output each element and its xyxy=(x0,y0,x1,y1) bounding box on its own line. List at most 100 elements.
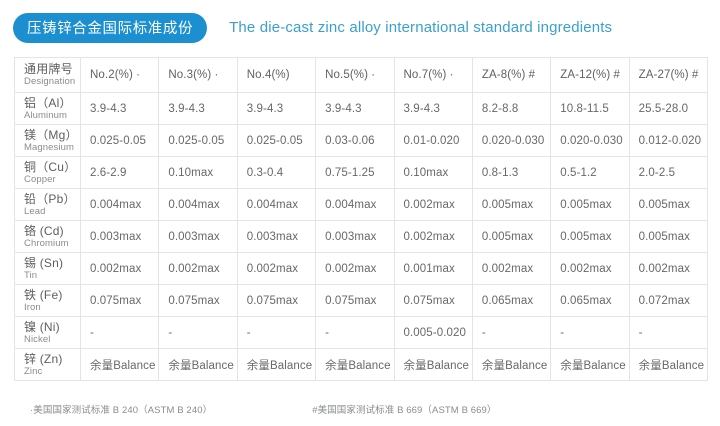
header-designation-cell: 通用牌号 Designation xyxy=(14,57,81,93)
composition-value-cell: 0.075max xyxy=(79,284,160,317)
element-name-en: Zinc xyxy=(24,365,43,377)
composition-value-cell: 3.9-4.3 xyxy=(79,92,160,125)
footnote-astm-b240: ·美国国家测试标准 B 240（ASTM B 240） xyxy=(30,405,213,416)
column-header: No.2(%) · xyxy=(79,57,160,93)
composition-value-cell: 0.075max xyxy=(315,284,395,317)
footnote-astm-b669: #美国国家测试标准 B 669（ASTM B 669） xyxy=(312,405,497,416)
composition-value-cell: 2.0-2.5 xyxy=(628,156,709,189)
table-row: 锌 (Zn) Zinc 余量Balance 余量Balance 余量Balance 余量B… xyxy=(14,348,709,381)
composition-value-cell: 10.8-11.5 xyxy=(550,92,630,125)
table-row: 锡 (Sn) Tin 0.002max 0.002max 0.002max 0.002ma… xyxy=(14,252,709,285)
composition-value-cell: - xyxy=(158,316,238,349)
composition-value-cell: 0.002max xyxy=(550,252,630,285)
composition-value-cell: 0.002max xyxy=(315,252,395,285)
composition-value-cell: - xyxy=(471,316,552,349)
composition-value-cell: 0.001max xyxy=(393,252,473,285)
element-name-cn: 铜（Cu） xyxy=(24,159,77,174)
composition-value-cell: 0.020-0.030 xyxy=(471,124,552,157)
composition-value-cell: 0.065max xyxy=(471,284,552,317)
element-name-cn: 镍 (Ni) xyxy=(24,319,60,334)
element-name-cn: 铬 (Cd) xyxy=(24,223,64,238)
composition-value-cell: 0.3-0.4 xyxy=(236,156,317,189)
composition-value-cell: - xyxy=(550,316,630,349)
element-name-cn: 铝（Al） xyxy=(24,95,72,110)
composition-value-cell: 余量Balance xyxy=(550,348,630,381)
composition-value-cell: 0.003max xyxy=(158,220,238,253)
table-row: 铁 (Fe) Iron 0.075max 0.075max 0.075max 0.075m… xyxy=(14,284,709,317)
composition-value-cell: 0.005max xyxy=(628,188,709,221)
element-name-en: Magnesium xyxy=(24,141,75,153)
element-name-cell: 铅（Pb） Lead xyxy=(14,188,81,221)
composition-value-cell: 余量Balance xyxy=(315,348,395,381)
composition-value-cell: 0.002max xyxy=(628,252,709,285)
composition-value-cell: 余量Balance xyxy=(158,348,238,381)
composition-value-cell: - xyxy=(628,316,709,349)
composition-value-cell: 0.075max xyxy=(158,284,238,317)
composition-value-cell: 3.9-4.3 xyxy=(236,92,317,125)
element-name-en: Copper xyxy=(24,173,56,185)
composition-value-cell: 0.004max xyxy=(79,188,160,221)
composition-value-cell: 0.002max xyxy=(158,252,238,285)
composition-value-cell: 2.6-2.9 xyxy=(79,156,160,189)
composition-value-cell: 3.9-4.3 xyxy=(315,92,395,125)
composition-value-cell: 0.075max xyxy=(236,284,317,317)
composition-value-cell: 0.005-0.020 xyxy=(393,316,473,349)
composition-value-cell: 0.005max xyxy=(471,220,552,253)
composition-value-cell: 余量Balance xyxy=(79,348,160,381)
composition-value-cell: 0.002max xyxy=(393,188,473,221)
element-name-cn: 铅（Pb） xyxy=(24,191,76,206)
composition-value-cell: 0.002max xyxy=(236,252,317,285)
composition-value-cell: 0.003max xyxy=(79,220,160,253)
element-name-cn: 锌 (Zn) xyxy=(24,351,63,366)
header-designation-cn: 通用牌号 xyxy=(24,62,73,77)
composition-value-cell: 0.005max xyxy=(471,188,552,221)
composition-value-cell: 0.10max xyxy=(393,156,473,189)
composition-value-cell: 0.025-0.05 xyxy=(158,124,238,157)
element-name-cell: 锡 (Sn) Tin xyxy=(14,252,81,285)
element-name-en: Iron xyxy=(24,301,41,313)
composition-value-cell: 0.004max xyxy=(236,188,317,221)
column-header: No.5(%) · xyxy=(315,57,395,93)
element-name-cell: 镍 (Ni) Nickel xyxy=(14,316,81,349)
composition-value-cell: 0.020-0.030 xyxy=(550,124,630,157)
table-row: 铝（Al） Aluminum 3.9-4.3 3.9-4.3 3.9-4.3 3.9-4.… xyxy=(14,92,709,125)
composition-value-cell: 余量Balance xyxy=(236,348,317,381)
element-name-en: Lead xyxy=(24,205,46,217)
composition-value-cell: 余量Balance xyxy=(628,348,709,381)
composition-value-cell: 0.012-0.020 xyxy=(628,124,709,157)
composition-value-cell: 0.072max xyxy=(628,284,709,317)
composition-value-cell: - xyxy=(236,316,317,349)
table-body: 通用牌号 Designation No.2(%) · No.3(%) · No.4(%)… xyxy=(14,57,709,381)
composition-value-cell: 8.2-8.8 xyxy=(471,92,552,125)
table-row: 铜（Cu） Copper 2.6-2.9 0.10max 0.3-0.4 0.75-1.2… xyxy=(14,156,709,189)
element-name-cell: 铁 (Fe) Iron xyxy=(14,284,81,317)
table-row: 镍 (Ni) Nickel - - - -0.005-0.020- - - xyxy=(14,316,709,349)
element-name-cn: 铁 (Fe) xyxy=(24,287,63,302)
composition-value-cell: 0.005max xyxy=(550,220,630,253)
composition-value-cell: 0.075max xyxy=(393,284,473,317)
composition-value-cell: 0.002max xyxy=(79,252,160,285)
composition-value-cell: 0.03-0.06 xyxy=(315,124,395,157)
column-header: No.4(%) xyxy=(236,57,317,93)
composition-value-cell: 0.065max xyxy=(550,284,630,317)
composition-value-cell: 0.002max xyxy=(471,252,552,285)
element-name-en: Chromium xyxy=(24,237,69,249)
composition-value-cell: 余量Balance xyxy=(393,348,473,381)
composition-value-cell: 0.5-1.2 xyxy=(550,156,630,189)
element-name-cell: 镁（Mg） Magnesium xyxy=(14,124,81,157)
table-row: 镁（Mg） Magnesium 0.025-0.05 0.025-0.05 0.025-… xyxy=(14,124,709,157)
column-header: ZA-27(%) # xyxy=(628,57,709,93)
composition-value-cell: 0.005max xyxy=(628,220,709,253)
composition-value-cell: - xyxy=(79,316,160,349)
column-header: No.3(%) · xyxy=(158,57,238,93)
composition-value-cell: 0.01-0.020 xyxy=(393,124,473,157)
element-name-cell: 锌 (Zn) Zinc xyxy=(14,348,81,381)
element-name-cn: 锡 (Sn) xyxy=(24,255,64,270)
table-row: 铬 (Cd) Chromium 0.003max 0.003max 0.003max 0.… xyxy=(14,220,709,253)
zinc-alloy-spec-table: 通用牌号 Designation No.2(%) · No.3(%) · No.4(%)… xyxy=(14,57,709,381)
page-title-badge: 压铸锌合金国际标准成份 xyxy=(13,12,208,43)
footnote-row: ·美国国家测试标准 B 240（ASTM B 240） #美国国家测试标准 B … xyxy=(14,402,707,416)
element-name-en: Tin xyxy=(24,269,38,281)
composition-value-cell: 0.004max xyxy=(158,188,238,221)
